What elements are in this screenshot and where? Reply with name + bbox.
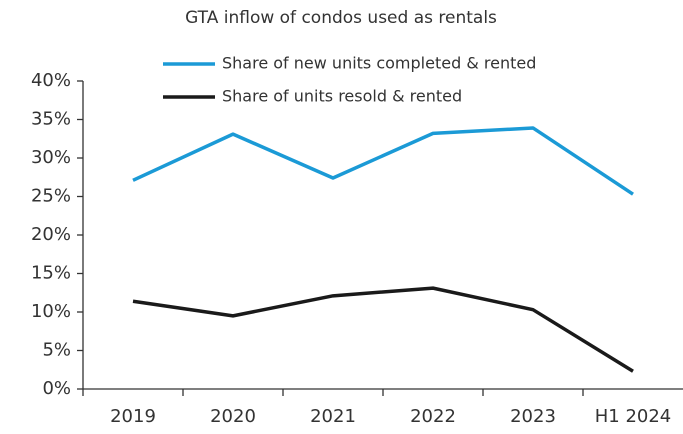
x-tick-label: 2020 — [210, 406, 256, 427]
chart-title: GTA inflow of condos used as rentals — [185, 8, 497, 28]
x-tick-label: 2023 — [510, 406, 556, 427]
y-tick-label: 15% — [31, 263, 71, 284]
y-tick-label: 5% — [42, 340, 71, 361]
y-tick-label: 30% — [31, 147, 71, 168]
y-tick-label: 20% — [31, 224, 71, 245]
series-line — [132, 286, 634, 373]
y-tick-label: 0% — [42, 378, 71, 399]
y-tick-label: 10% — [31, 301, 71, 322]
y-tick-label: 35% — [31, 109, 71, 130]
x-tick-label: 2022 — [410, 406, 456, 427]
y-tick-label: 40% — [31, 70, 71, 91]
x-tick-label: H1 2024 — [595, 406, 672, 427]
legend-label: Share of new units completed & rented — [222, 54, 536, 73]
x-tick-label: 2021 — [310, 406, 356, 427]
series-line — [132, 126, 634, 196]
y-tick-label: 25% — [31, 186, 71, 207]
x-tick-label: 2019 — [110, 406, 156, 427]
legend-label: Share of units resold & rented — [222, 87, 462, 106]
